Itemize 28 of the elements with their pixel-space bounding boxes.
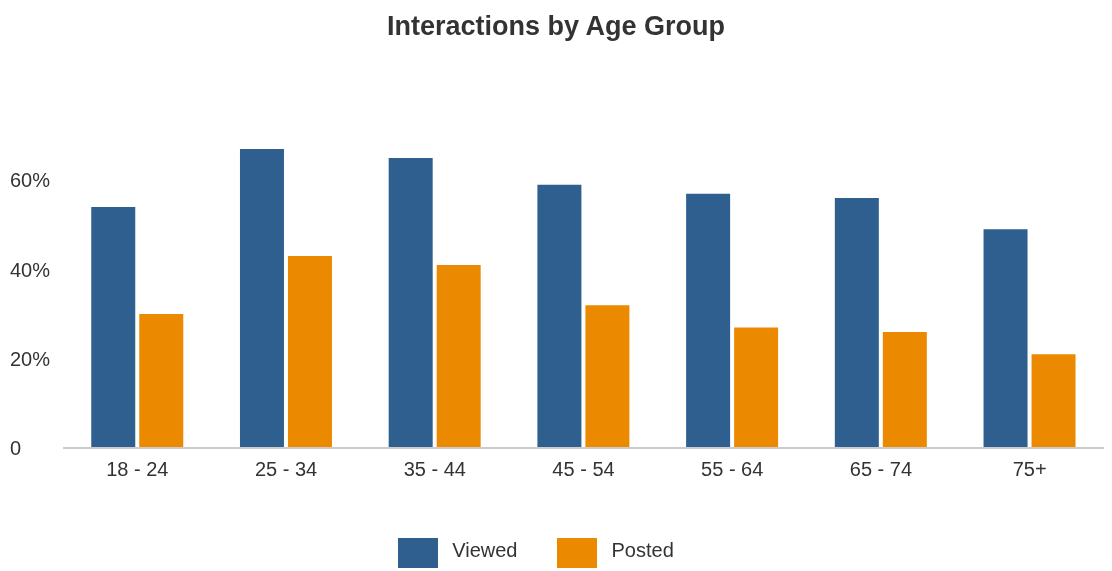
legend-label: Posted <box>611 539 674 562</box>
bar <box>287 256 332 448</box>
bar <box>983 229 1028 448</box>
x-tick-label: 45 - 54 <box>552 458 615 481</box>
legend-label: Viewed <box>452 539 518 562</box>
bar <box>882 331 927 448</box>
x-tick-label: 55 - 64 <box>701 458 764 481</box>
y-tick-label: 40% <box>10 258 51 281</box>
y-tick-label: 20% <box>10 347 51 370</box>
bar <box>834 198 879 448</box>
x-tick-label: 25 - 34 <box>254 458 318 481</box>
x-tick-label: 18 - 24 <box>106 458 169 481</box>
x-tick-label: 75+ <box>1012 458 1047 481</box>
bar <box>388 157 433 448</box>
bar <box>537 184 582 448</box>
x-tick-label: 35 - 44 <box>403 458 466 481</box>
chart-title: Interactions by Age Group <box>385 10 726 43</box>
x-tick-label: 65 - 74 <box>849 458 913 481</box>
y-tick-label: 0 <box>10 437 22 460</box>
bar <box>585 305 630 448</box>
bar <box>1031 354 1076 448</box>
y-tick-label: 60% <box>10 169 51 192</box>
bar <box>91 207 136 448</box>
bar <box>686 193 731 448</box>
bar <box>239 149 284 448</box>
bar <box>436 265 481 448</box>
bar <box>139 314 184 448</box>
bar <box>734 327 779 448</box>
